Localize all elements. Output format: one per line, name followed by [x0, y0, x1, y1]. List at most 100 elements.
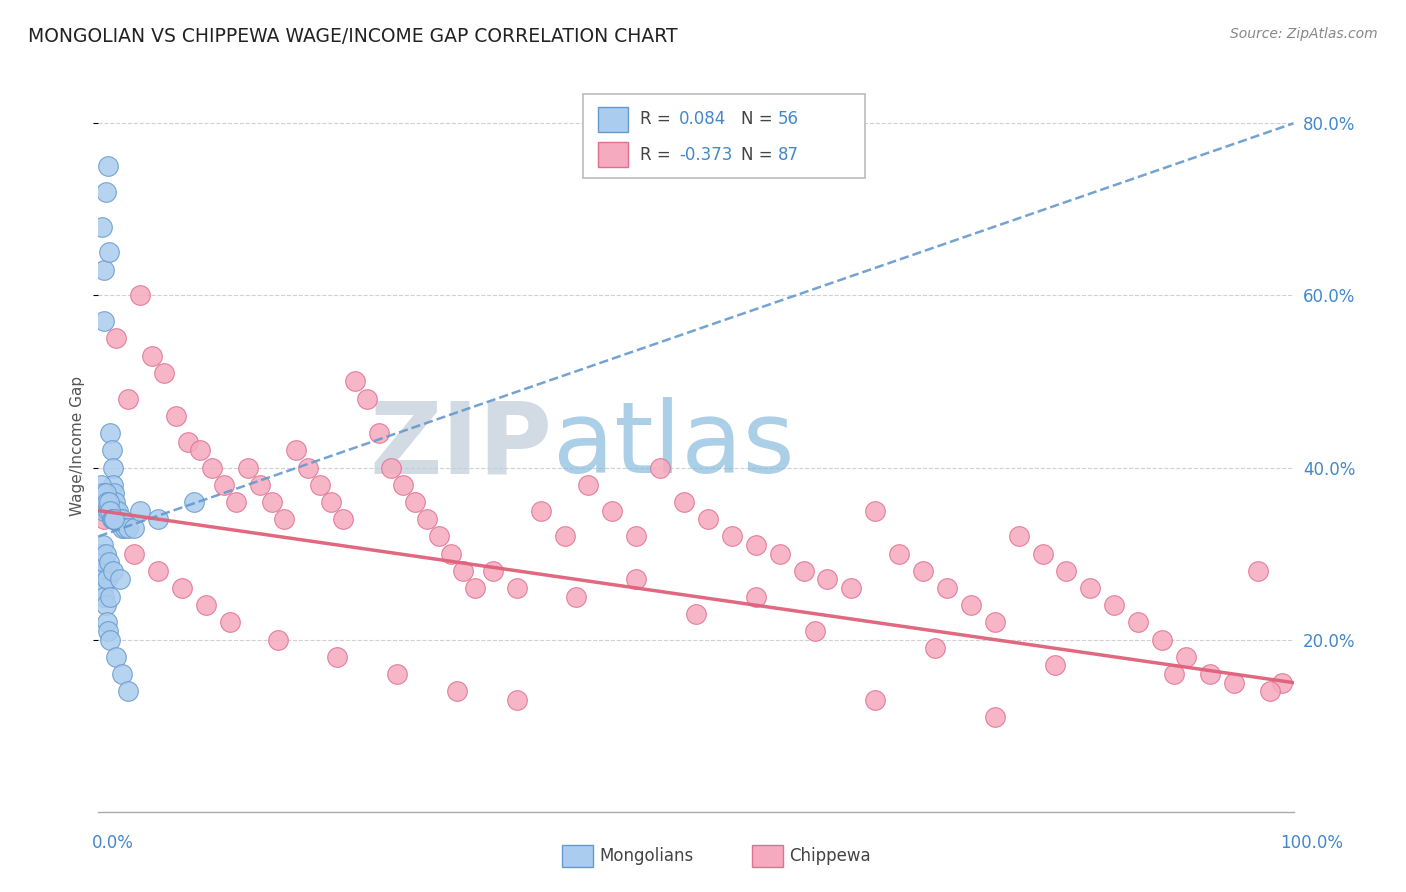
Point	[90, 477, 112, 491]
Point	[685, 607, 707, 621]
Point	[249, 477, 271, 491]
Point	[626, 529, 648, 543]
Text: Mongolians: Mongolians	[599, 847, 693, 865]
Point	[332, 512, 354, 526]
Point	[1175, 649, 1198, 664]
Point	[93, 262, 115, 277]
Point	[416, 512, 439, 526]
Point	[673, 495, 696, 509]
Point	[91, 581, 114, 595]
Point	[260, 495, 283, 509]
Point	[1128, 615, 1150, 630]
Point	[108, 512, 131, 526]
Point	[697, 512, 720, 526]
Point	[578, 477, 600, 491]
Point	[107, 503, 129, 517]
Text: Source: ZipAtlas.com: Source: ZipAtlas.com	[1230, 27, 1378, 41]
Point	[745, 538, 768, 552]
Point	[201, 460, 224, 475]
Point	[96, 573, 118, 587]
Point	[219, 615, 242, 630]
Text: 0.084: 0.084	[679, 110, 727, 128]
Point	[148, 512, 170, 526]
Point	[97, 159, 120, 173]
Point	[284, 443, 307, 458]
Point	[1271, 675, 1294, 690]
Point	[326, 649, 349, 664]
Point	[91, 486, 114, 500]
Point	[91, 538, 114, 552]
Point	[103, 486, 125, 500]
Point	[94, 185, 117, 199]
Point	[451, 564, 474, 578]
Point	[1258, 684, 1281, 698]
Text: 0.0%: 0.0%	[91, 834, 134, 852]
Point	[117, 684, 139, 698]
Point	[114, 521, 136, 535]
Point	[97, 624, 120, 638]
Point	[153, 366, 176, 380]
Point	[1056, 564, 1078, 578]
Point	[93, 555, 115, 569]
Point	[936, 581, 959, 595]
Point	[117, 392, 139, 406]
Point	[129, 503, 152, 517]
Point	[225, 495, 247, 509]
Point	[793, 564, 815, 578]
Point	[721, 529, 744, 543]
Point	[100, 443, 122, 458]
Point	[960, 598, 983, 612]
Point	[565, 590, 588, 604]
Point	[392, 477, 415, 491]
Point	[308, 477, 330, 491]
Point	[506, 581, 529, 595]
Point	[124, 547, 146, 561]
Point	[183, 495, 205, 509]
Text: ZIP: ZIP	[370, 398, 553, 494]
Point	[321, 495, 343, 509]
Point	[602, 503, 624, 517]
Point	[98, 426, 122, 441]
Point	[440, 547, 463, 561]
Y-axis label: Wage/Income Gap: Wage/Income Gap	[70, 376, 86, 516]
Point	[650, 460, 672, 475]
Text: -0.373: -0.373	[679, 145, 733, 163]
Point	[96, 615, 118, 630]
Point	[769, 547, 792, 561]
Text: N =: N =	[741, 110, 778, 128]
Point	[98, 632, 122, 647]
Text: 100.0%: 100.0%	[1279, 834, 1343, 852]
Point	[236, 460, 259, 475]
Point	[1104, 598, 1126, 612]
Point	[117, 521, 139, 535]
Point	[404, 495, 426, 509]
Point	[94, 486, 117, 500]
Point	[94, 598, 117, 612]
Point	[111, 512, 134, 526]
Point	[91, 547, 114, 561]
Point	[889, 547, 911, 561]
Point	[267, 632, 290, 647]
Point	[380, 460, 402, 475]
Point	[804, 624, 827, 638]
Point	[105, 649, 128, 664]
Text: R =: R =	[640, 110, 676, 128]
Point	[101, 477, 124, 491]
Point	[98, 495, 121, 509]
Point	[90, 564, 112, 578]
Point	[103, 512, 125, 526]
Point	[101, 460, 124, 475]
Point	[212, 477, 235, 491]
Point	[98, 245, 121, 260]
Point	[841, 581, 863, 595]
Point	[105, 503, 128, 517]
Point	[356, 392, 378, 406]
Point	[94, 547, 117, 561]
Point	[817, 573, 839, 587]
Text: atlas: atlas	[553, 398, 794, 494]
Point	[273, 512, 295, 526]
Point	[865, 693, 887, 707]
Point	[1043, 658, 1066, 673]
Point	[1163, 667, 1185, 681]
Point	[745, 590, 768, 604]
